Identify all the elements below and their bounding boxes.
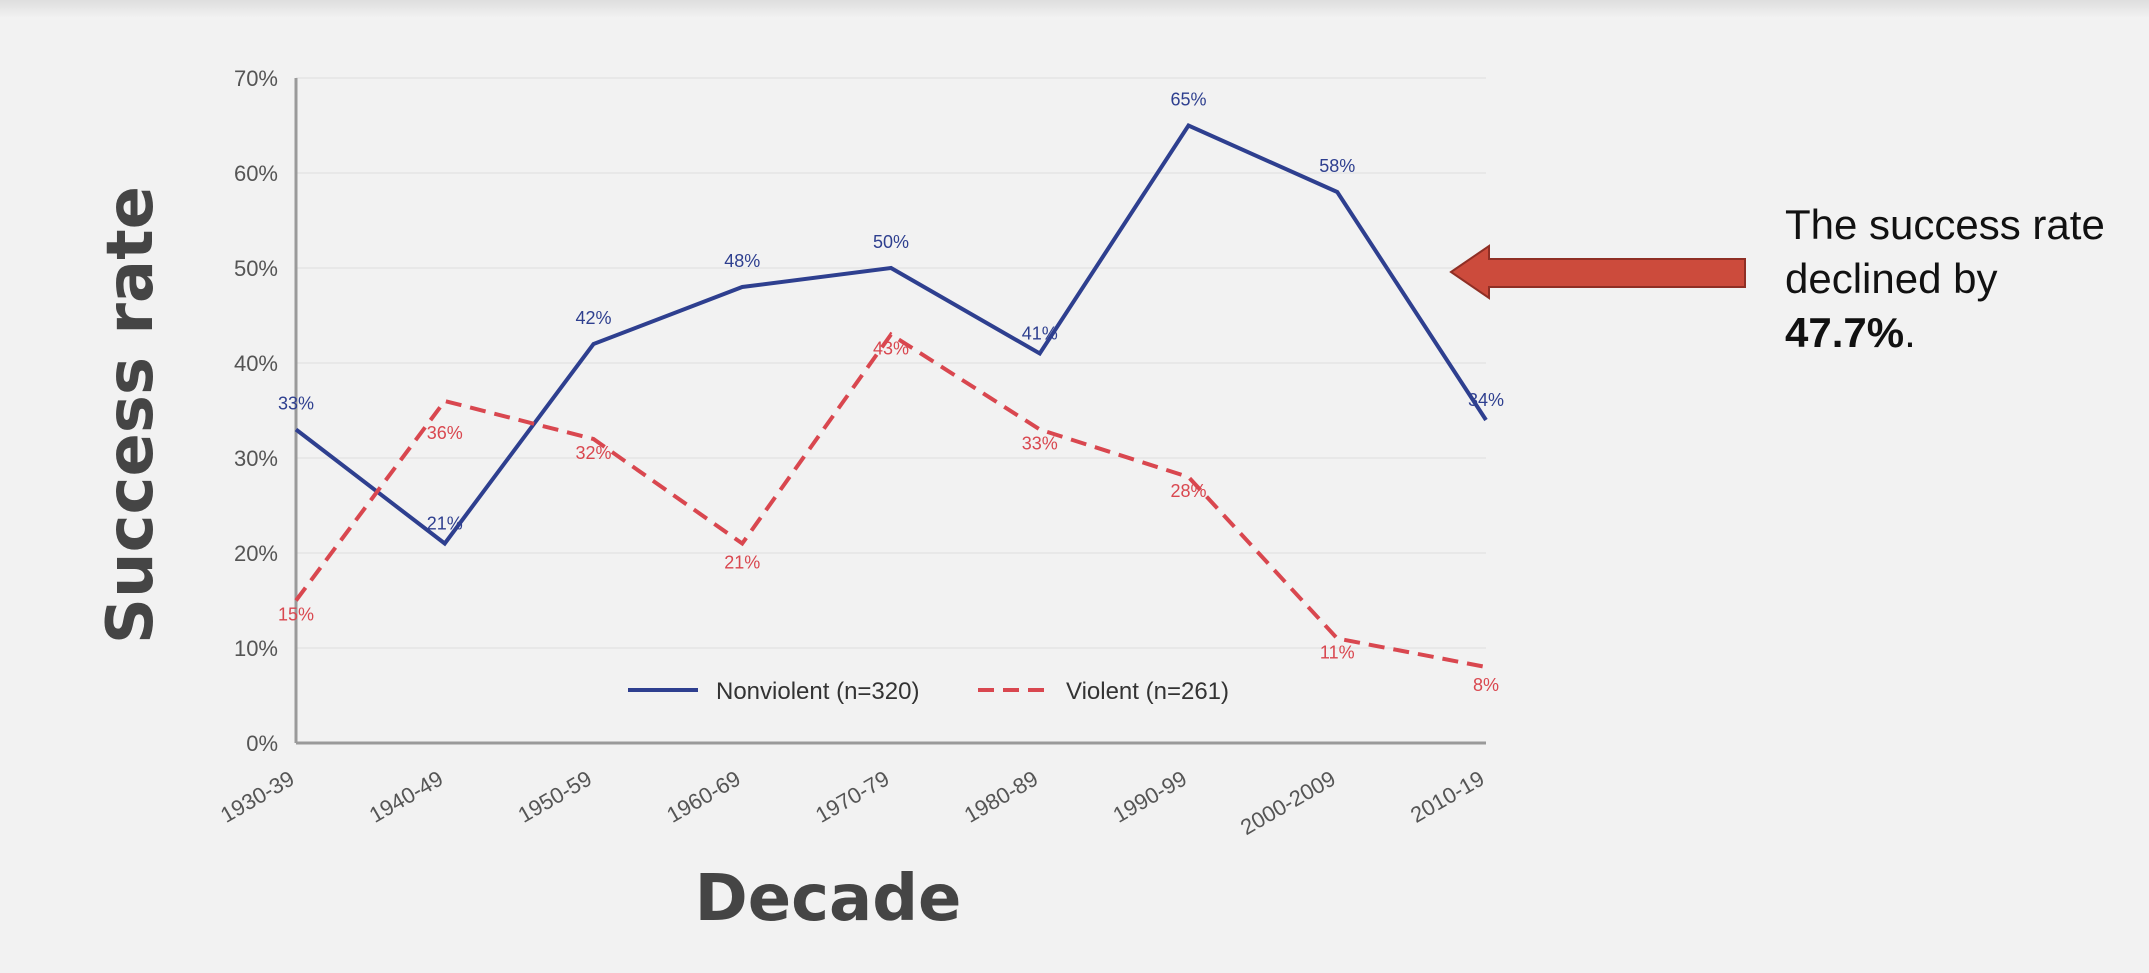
data-label: 43% bbox=[873, 339, 909, 359]
x-tick-label: 1960-69 bbox=[662, 766, 744, 828]
data-label: 48% bbox=[724, 251, 760, 271]
axes bbox=[294, 78, 1486, 745]
data-label: 65% bbox=[1170, 90, 1206, 110]
annotation-text: The success rate declined by 47.7%. bbox=[1785, 198, 2115, 360]
legend: Nonviolent (n=320) Violent (n=261) bbox=[628, 678, 1229, 705]
annotation-highlight: 47.7% bbox=[1785, 309, 1905, 356]
callout-arrow bbox=[1449, 244, 1746, 300]
data-label: 42% bbox=[575, 308, 611, 328]
y-tick-labels: 0% 10% 20% 30% 40% 50% 60% 70% bbox=[234, 66, 278, 756]
data-label: 21% bbox=[724, 553, 760, 573]
data-labels: 33% 21% 42% 48% 50% 41% 65% 58% 34% 15% 36% 32% 21% 4… bbox=[278, 90, 1504, 696]
data-label: 21% bbox=[427, 514, 463, 534]
y-tick-label: 40% bbox=[234, 351, 278, 376]
data-label: 8% bbox=[1473, 675, 1499, 695]
x-tick-label: 1930-39 bbox=[216, 766, 298, 828]
data-label: 41% bbox=[1022, 324, 1058, 344]
x-tick-label: 2010-19 bbox=[1406, 766, 1488, 828]
data-label: 33% bbox=[278, 394, 314, 414]
y-tick-label: 70% bbox=[234, 66, 278, 91]
data-label: 32% bbox=[575, 443, 611, 463]
data-label: 34% bbox=[1468, 390, 1504, 410]
legend-label: Violent (n=261) bbox=[1066, 678, 1229, 705]
data-label: 50% bbox=[873, 232, 909, 252]
annotation-text-after: . bbox=[1904, 309, 1916, 356]
gridlines bbox=[296, 77, 1486, 649]
data-label: 58% bbox=[1319, 156, 1355, 176]
x-tick-label: 1980-89 bbox=[960, 766, 1042, 828]
x-axis-title: Decade bbox=[695, 862, 962, 936]
series-lines bbox=[294, 122, 1488, 669]
data-label: 36% bbox=[427, 423, 463, 443]
y-tick-label: 60% bbox=[234, 161, 278, 186]
series-line-nonviolent bbox=[294, 122, 1488, 547]
y-axis-title: Success rate bbox=[94, 186, 168, 644]
y-tick-label: 10% bbox=[234, 636, 278, 661]
x-tick-label: 1970-79 bbox=[811, 766, 893, 828]
y-tick-label: 30% bbox=[234, 446, 278, 471]
y-tick-label: 50% bbox=[234, 256, 278, 281]
y-tick-label: 0% bbox=[246, 731, 278, 756]
annotation-text-before: The success rate declined by bbox=[1785, 201, 2105, 302]
top-shade bbox=[0, 0, 2149, 18]
x-tick-label: 1990-99 bbox=[1109, 766, 1191, 828]
x-tick-label: 1940-49 bbox=[365, 766, 447, 828]
series-line-violent bbox=[294, 331, 1487, 669]
x-tick-labels: 1930-39 1940-49 1950-59 1960-69 1970-79 1980-… bbox=[216, 766, 1488, 840]
data-label: 11% bbox=[1320, 643, 1355, 663]
x-tick-label: 1950-59 bbox=[514, 766, 596, 828]
x-tick-label: 2000-2009 bbox=[1236, 766, 1340, 840]
left-arrow-icon bbox=[1449, 244, 1746, 300]
data-label: 33% bbox=[1022, 434, 1058, 454]
y-tick-label: 20% bbox=[234, 541, 278, 566]
legend-label: Nonviolent (n=320) bbox=[716, 678, 919, 705]
data-label: 28% bbox=[1170, 481, 1206, 501]
data-label: 15% bbox=[278, 605, 314, 625]
